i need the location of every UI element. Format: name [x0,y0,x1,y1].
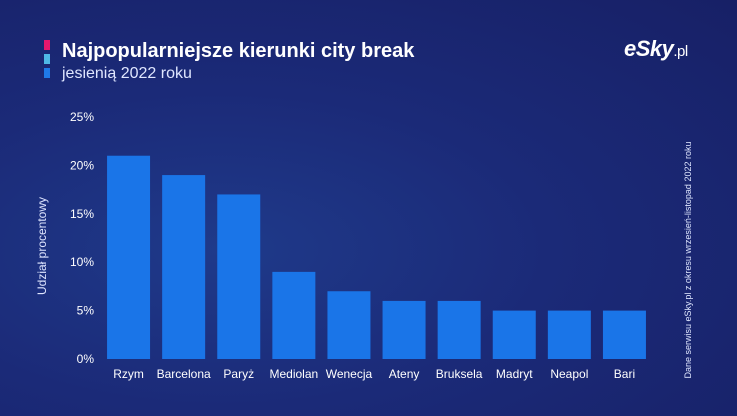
x-tick-label: Neapol [550,367,588,381]
bar-1 [162,175,206,359]
accent-bar-blue [44,68,50,78]
y-tick-label: 15% [70,207,94,221]
bar-2 [217,194,261,359]
bar-0 [107,155,151,359]
chart-title: Najpopularniejsze kierunki city break [62,40,415,62]
bar-8 [547,310,591,359]
y-tick-label: 10% [70,255,94,269]
x-tick-label: Paryż [223,367,254,381]
bar-6 [437,300,481,359]
x-tick-label: Bruksela [436,367,483,381]
y-tick-label: 5% [77,304,95,318]
y-tick-label: 20% [70,158,94,172]
esky-logo: eSky.pl [624,36,688,62]
x-tick-label: Mediolan [269,367,318,381]
y-axis-ticks: 0% 5% 10% 15% 20% 25% [70,110,94,366]
y-tick-label: 0% [77,352,95,366]
bar-9 [602,310,646,359]
x-tick-label: Bari [614,367,635,381]
bar-5 [382,300,426,359]
bar-3 [272,271,316,359]
bars [107,155,646,359]
accent-bar-lightblue [44,54,50,64]
x-tick-label: Barcelona [157,367,211,381]
chart-subtitle: jesienią 2022 roku [62,65,192,82]
x-tick-label: Rzym [113,367,144,381]
accent-bar-pink [44,40,50,50]
logo-main: eSky [624,36,674,61]
logo-suffix: .pl [673,43,688,60]
x-tick-label: Madryt [496,367,533,381]
bar-7 [492,310,536,359]
y-tick-label: 25% [70,110,94,124]
x-tick-label: Wenecja [326,367,373,381]
x-axis-ticks: Rzym Barcelona Paryż Mediolan Wenecja Ateny Br… [113,367,635,381]
bar-4 [327,291,371,359]
x-tick-label: Ateny [389,367,420,381]
